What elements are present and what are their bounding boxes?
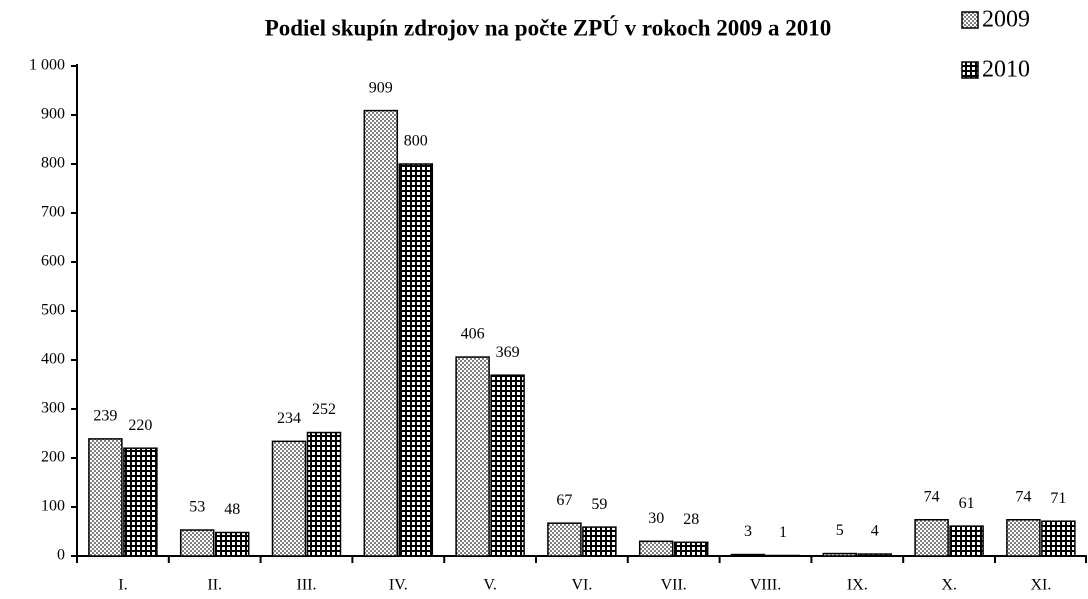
data-label: 252 — [312, 401, 336, 418]
bar — [1041, 520, 1076, 557]
bar — [673, 541, 709, 557]
y-tick-label: 200 — [41, 449, 65, 466]
legend-swatch — [961, 11, 979, 29]
data-label: 53 — [189, 499, 205, 516]
data-label: 28 — [683, 511, 699, 528]
data-label: 74 — [1015, 488, 1031, 505]
bar — [363, 109, 399, 557]
bar — [398, 163, 434, 557]
x-tick-label: II. — [207, 577, 222, 594]
data-label: 5 — [836, 522, 844, 539]
chart-title: Podiel skupín zdrojov na počte ZPÚ v rok… — [265, 15, 832, 40]
data-label: 74 — [924, 488, 940, 505]
y-tick-label: 800 — [41, 155, 65, 172]
data-label: 234 — [277, 410, 301, 427]
x-tick-label: IV. — [389, 577, 408, 594]
data-label: 909 — [369, 79, 393, 96]
y-tick-label: 500 — [41, 302, 65, 319]
x-tick-label: VI. — [571, 577, 592, 594]
x-tick-label: X. — [941, 577, 957, 594]
data-label: 369 — [496, 344, 520, 361]
bar — [730, 553, 766, 557]
bar — [306, 431, 342, 557]
data-label: 67 — [556, 492, 572, 509]
y-tick-label: 300 — [41, 400, 65, 417]
bar — [547, 522, 582, 557]
y-tick-label: 700 — [41, 204, 65, 221]
legend-label: 2010 — [982, 57, 1030, 83]
bar — [179, 529, 215, 557]
legend-swatch — [961, 61, 979, 79]
bar — [123, 447, 158, 557]
bar — [582, 526, 617, 557]
x-tick-label: III. — [297, 577, 317, 594]
bar — [271, 440, 307, 557]
legend-label: 2009 — [982, 7, 1030, 33]
data-label: 406 — [461, 326, 485, 343]
x-tick-label: VIII. — [750, 577, 782, 594]
data-label: 3 — [744, 523, 752, 540]
data-label: 4 — [871, 523, 879, 540]
x-tick-label: IX. — [847, 577, 868, 594]
bar — [88, 438, 123, 557]
data-label: 71 — [1050, 490, 1066, 507]
y-tick-label: 100 — [41, 498, 65, 515]
bar — [1006, 518, 1041, 557]
data-label: 61 — [959, 495, 975, 512]
x-tick-label: XI. — [1030, 577, 1051, 594]
y-tick-label: 400 — [41, 351, 65, 368]
x-tick-label: VII. — [661, 577, 687, 594]
data-label: 48 — [224, 501, 240, 518]
bar — [914, 518, 949, 557]
data-label: 800 — [404, 133, 428, 150]
data-label: 30 — [648, 510, 664, 527]
bar — [857, 553, 893, 557]
x-tick-label: V. — [483, 577, 497, 594]
data-label: 239 — [93, 408, 117, 425]
data-label: 59 — [591, 496, 607, 513]
y-tick-label: 0 — [57, 547, 65, 564]
data-label: 220 — [128, 417, 152, 434]
bar — [214, 531, 250, 557]
data-label: 1 — [779, 524, 787, 541]
bar — [638, 540, 674, 557]
y-tick-label: 900 — [41, 106, 65, 123]
y-tick-label: 1 000 — [29, 57, 65, 74]
bar — [490, 374, 525, 557]
y-tick-label: 600 — [41, 253, 65, 270]
bar — [455, 356, 490, 557]
bar — [822, 552, 858, 557]
bar — [949, 525, 984, 557]
x-tick-label: I. — [118, 577, 127, 594]
